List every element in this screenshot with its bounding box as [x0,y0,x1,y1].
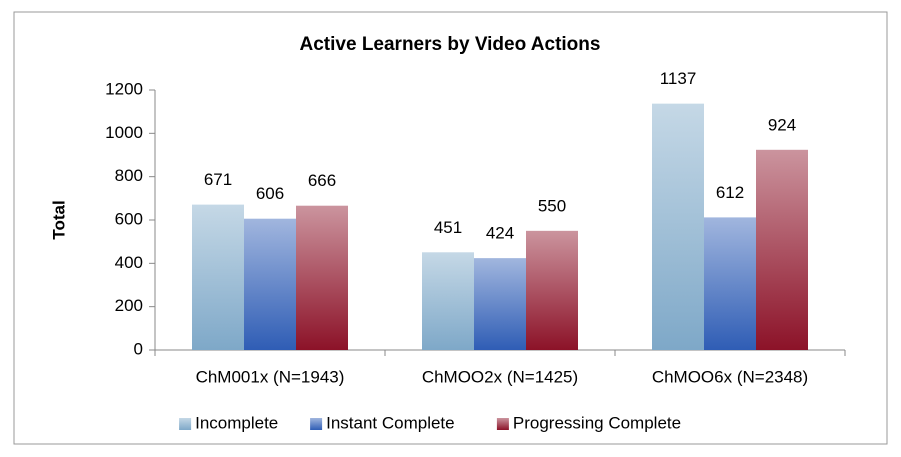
data-label: 666 [308,171,336,190]
data-label: 1137 [660,69,697,88]
x-tick-label: ChMOO2x (N=1425) [422,367,578,386]
bar [192,204,244,350]
y-tick-label: 200 [115,296,143,315]
legend-label: Progressing Complete [513,413,681,432]
legend-swatch [179,418,192,430]
bar [652,103,704,351]
y-axis-label: Total [49,200,68,239]
y-tick-label: 400 [115,253,143,272]
data-label: 606 [256,184,284,203]
y-tick-label: 800 [115,166,143,185]
bar [422,252,474,350]
legend-label: Incomplete [195,413,278,432]
bar [296,205,348,350]
x-tick-label: ChMOO6x (N=2348) [652,367,808,386]
chart-title: Active Learners by Video Actions [300,34,601,55]
y-tick-label: 600 [115,209,143,228]
x-tick-label: ChM001x (N=1943) [196,367,345,386]
data-label: 612 [716,183,744,202]
legend-swatch [496,418,509,430]
legend-label: Instant Complete [326,413,455,432]
data-label: 451 [434,218,462,237]
data-label: 550 [538,196,566,215]
bar [704,217,756,350]
y-tick-label: 0 [134,339,143,358]
bar [526,230,578,350]
bar [756,149,808,350]
y-tick-label: 1200 [105,79,143,98]
data-label: 671 [204,170,232,189]
legend-swatch [310,418,323,430]
data-label: 424 [486,224,514,243]
y-tick-label: 1000 [105,123,143,142]
bar [474,258,526,350]
bar [244,218,296,350]
data-label: 924 [768,115,796,134]
